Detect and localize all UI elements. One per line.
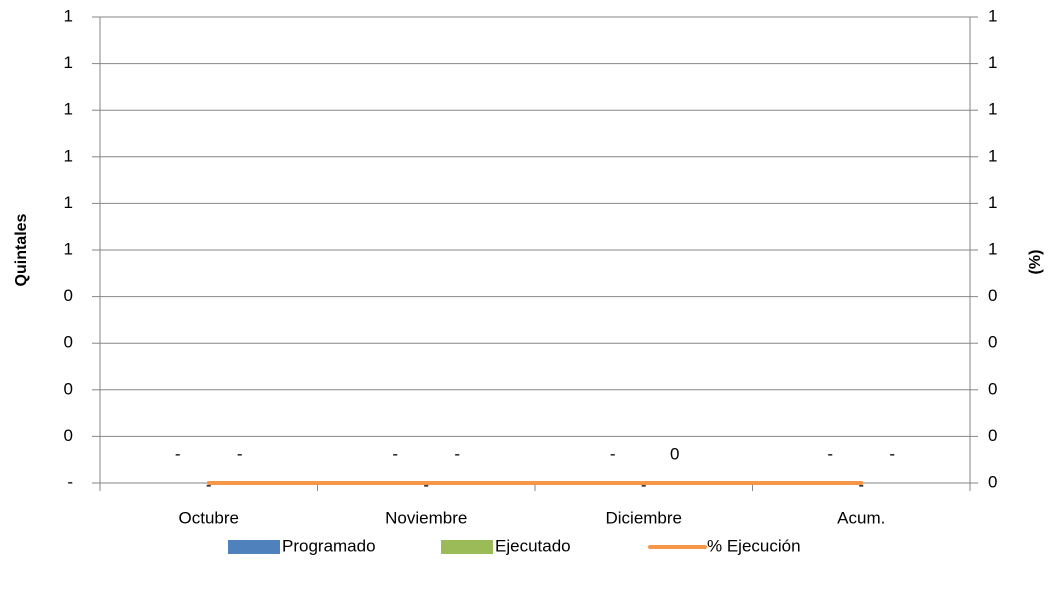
x-tick-label: Acum. [837,508,885,527]
y2-tick-label: 0 [988,286,997,305]
data-label: - [454,444,460,463]
y-tick-label: 1 [64,6,73,25]
data-label: - [206,475,212,494]
y2-tick-label: 1 [988,239,997,258]
y-tick-label: 0 [64,426,73,445]
data-label: 0 [670,444,679,463]
y2-tick-label: 1 [988,193,997,212]
legend-label: Ejecutado [495,536,571,555]
data-label: - [858,475,864,494]
data-label: - [423,475,429,494]
data-label: - [237,444,243,463]
y2-tick-label: 0 [988,472,997,491]
y-tick-label: 1 [64,100,73,119]
data-label: - [392,444,398,463]
y2-tick-label: 1 [988,53,997,72]
data-label: - [610,444,616,463]
data-label: - [175,444,181,463]
y-tick-label: 1 [64,239,73,258]
y-axis-title: Quintales [13,213,30,286]
y2-tick-label: 1 [988,146,997,165]
y-tick-label: 1 [64,53,73,72]
legend-swatch [228,540,280,554]
y-tick-label: 0 [64,286,73,305]
x-tick-label: Octubre [179,508,239,527]
y2-tick-label: 1 [988,6,997,25]
y2-tick-label: 0 [988,333,997,352]
y-tick-label: - [67,472,73,491]
data-label: - [827,444,833,463]
legend-label: % Ejecución [707,536,801,555]
x-tick-label: Diciembre [605,508,682,527]
y-tick-label: 1 [64,193,73,212]
x-tick-label: Noviembre [385,508,467,527]
y-tick-label: 0 [64,333,73,352]
y-tick-label: 1 [64,146,73,165]
legend-label: Programado [282,536,376,555]
legend-swatch [441,540,493,554]
y2-axis-title: (%) [1027,250,1044,275]
data-label: - [641,475,647,494]
y2-tick-label: 0 [988,379,997,398]
data-label: - [889,444,895,463]
y-tick-label: 0 [64,379,73,398]
y2-tick-label: 0 [988,426,997,445]
y2-tick-label: 1 [988,100,997,119]
